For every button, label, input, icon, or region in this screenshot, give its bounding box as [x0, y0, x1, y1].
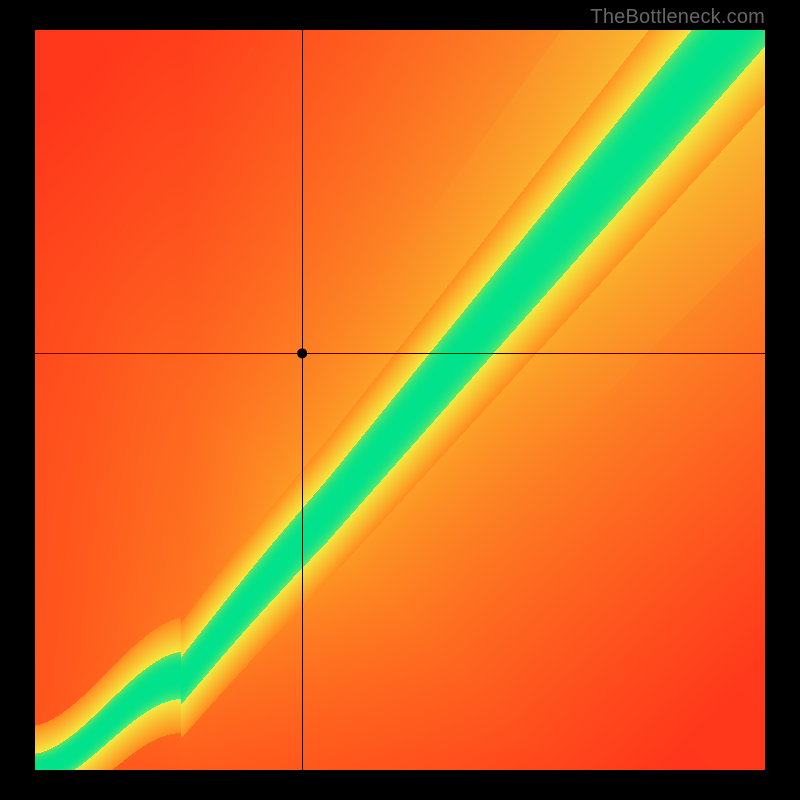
watermark-text: TheBottleneck.com [590, 6, 765, 29]
heatmap-canvas [35, 30, 765, 770]
